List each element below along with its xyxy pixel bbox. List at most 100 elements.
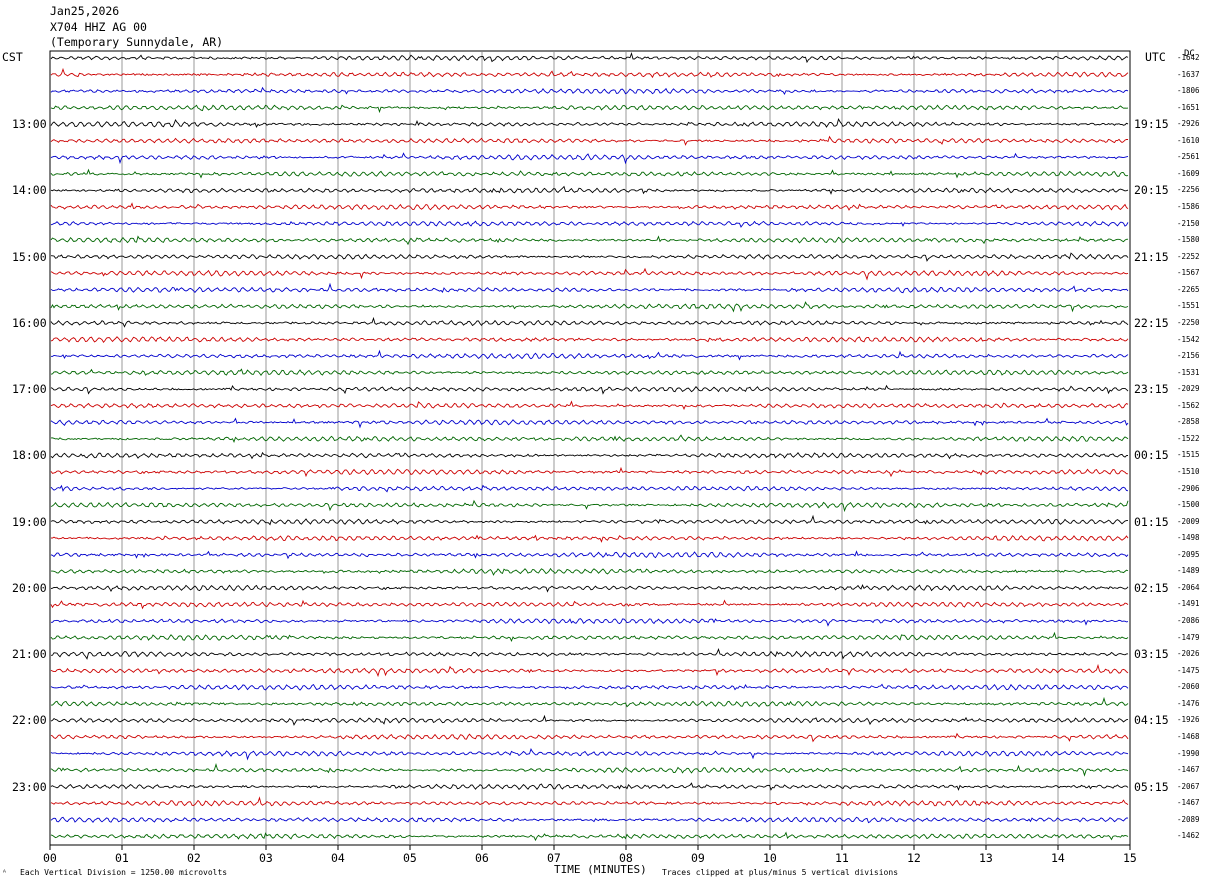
right-hour-label: 04:15 bbox=[1134, 713, 1169, 728]
trace-line bbox=[50, 336, 1129, 343]
plot-frame bbox=[49, 50, 1131, 846]
corner-mark: ᴬ bbox=[2, 868, 7, 877]
left-hour-label: 22:00 bbox=[12, 713, 47, 728]
dc-offset-label: -1551 bbox=[1177, 301, 1200, 311]
right-hour-label: 21:15 bbox=[1134, 249, 1169, 264]
x-tick-label: 00 bbox=[43, 851, 57, 865]
dc-offset-label: -1542 bbox=[1177, 334, 1200, 344]
x-tick-label: 02 bbox=[187, 851, 201, 865]
trace-line bbox=[50, 763, 1129, 777]
trace-line bbox=[50, 816, 1129, 824]
dc-offset-label: -2086 bbox=[1177, 616, 1200, 626]
dc-offset-label: -2095 bbox=[1177, 549, 1200, 559]
dc-offset-label: -1531 bbox=[1177, 367, 1200, 377]
x-tick-label: 12 bbox=[907, 851, 921, 865]
dc-offset-label: -1609 bbox=[1177, 168, 1200, 178]
trace-line bbox=[50, 663, 1129, 678]
dc-offset-label: -2252 bbox=[1177, 251, 1200, 261]
trace-line bbox=[50, 683, 1129, 691]
dc-offset-label: -1510 bbox=[1177, 467, 1200, 476]
x-tick-label: 08 bbox=[619, 851, 633, 865]
dc-offset-label: -2256 bbox=[1177, 185, 1200, 195]
dc-offset-label: -1468 bbox=[1177, 731, 1200, 741]
x-tick-label: 03 bbox=[259, 851, 273, 865]
x-tick-label: 10 bbox=[763, 851, 777, 865]
trace-line bbox=[50, 67, 1129, 79]
dc-offset-label: -1498 bbox=[1177, 533, 1200, 543]
x-axis-label: TIME (MINUTES) bbox=[554, 863, 647, 876]
trace-line bbox=[50, 618, 1129, 627]
dc-offset-label: -2029 bbox=[1177, 384, 1200, 394]
trace-line bbox=[50, 185, 1129, 195]
left-hour-label: 16:00 bbox=[12, 315, 47, 330]
x-tick-label: 13 bbox=[979, 851, 993, 865]
dc-offset-label: -1562 bbox=[1177, 400, 1200, 410]
dc-offset-label: -1806 bbox=[1177, 86, 1200, 96]
dc-offset-label: -1637 bbox=[1177, 69, 1200, 79]
dc-offset-label: -1489 bbox=[1177, 566, 1200, 576]
x-tick-label: 06 bbox=[475, 851, 489, 865]
dc-offset-label: -2067 bbox=[1177, 781, 1200, 791]
trace-line bbox=[50, 135, 1129, 146]
dc-offset-label: -2250 bbox=[1177, 317, 1200, 327]
x-tick-label: 07 bbox=[547, 851, 561, 865]
dc-offset-label: -1580 bbox=[1177, 235, 1200, 245]
trace-line bbox=[50, 434, 1129, 443]
x-tick-label: 11 bbox=[835, 851, 849, 865]
trace-line bbox=[50, 282, 1129, 294]
dc-offset-label: -1491 bbox=[1177, 599, 1200, 609]
right-hour-label: 19:15 bbox=[1134, 117, 1169, 132]
trace-line bbox=[50, 696, 1129, 708]
trace-line bbox=[50, 86, 1129, 96]
left-hour-label: 17:00 bbox=[12, 382, 47, 397]
trace-line bbox=[50, 732, 1129, 743]
trace-line bbox=[50, 631, 1129, 643]
left-hour-label: 13:00 bbox=[12, 117, 47, 132]
trace-line bbox=[50, 220, 1129, 228]
left-timezone-label: CST bbox=[2, 50, 23, 64]
left-hour-label: 18:00 bbox=[12, 448, 47, 463]
trace-line bbox=[50, 599, 1129, 610]
trace-line bbox=[50, 118, 1129, 129]
left-hour-label: 19:00 bbox=[12, 514, 47, 529]
dc-offset-label: -1610 bbox=[1177, 135, 1200, 145]
trace-line bbox=[50, 384, 1129, 395]
x-tick-label: 04 bbox=[331, 851, 345, 865]
trace-line bbox=[50, 484, 1129, 493]
trace-line bbox=[50, 567, 1129, 576]
trace-line bbox=[50, 466, 1129, 478]
dc-offset-label: -2926 bbox=[1177, 119, 1200, 129]
dc-offset-label: -1522 bbox=[1177, 433, 1200, 443]
header-station: X704 HHZ AG 00 bbox=[50, 19, 147, 34]
dc-offset-label: -1476 bbox=[1177, 698, 1200, 708]
dc-offset-label: -1567 bbox=[1177, 268, 1200, 278]
trace-line bbox=[50, 584, 1129, 593]
right-hour-label: 01:15 bbox=[1134, 514, 1169, 529]
header-date: Jan25,2026 bbox=[50, 4, 120, 18]
trace-line bbox=[50, 550, 1129, 560]
x-tick-label: 09 bbox=[691, 851, 705, 865]
dc-label: DC bbox=[1184, 49, 1195, 59]
trace-line bbox=[50, 316, 1129, 328]
dc-offset-label: -2156 bbox=[1177, 351, 1200, 361]
dc-offset-label: -1651 bbox=[1177, 102, 1200, 112]
dc-offset-label: -1467 bbox=[1177, 765, 1200, 775]
dc-offset-label: -2561 bbox=[1177, 152, 1200, 162]
dc-offset-label: -2150 bbox=[1177, 218, 1200, 228]
x-tick-label: 15 bbox=[1123, 851, 1137, 865]
trace-line bbox=[50, 417, 1129, 429]
right-hour-label: 20:15 bbox=[1134, 183, 1169, 198]
right-hour-label: 03:15 bbox=[1134, 647, 1169, 662]
left-hour-label: 15:00 bbox=[12, 249, 47, 264]
grid bbox=[49, 50, 1131, 850]
trace-line bbox=[50, 499, 1129, 513]
trace-line bbox=[50, 514, 1129, 526]
dc-offset-label: -2858 bbox=[1177, 417, 1200, 427]
dc-offset-label: -1475 bbox=[1177, 665, 1200, 675]
trace-line bbox=[50, 648, 1129, 660]
dc-offset-label: -2089 bbox=[1177, 814, 1200, 824]
dc-offset-label: -1515 bbox=[1177, 450, 1200, 460]
scale-note: Each Vertical Division = 1250.00 microvo… bbox=[20, 868, 228, 877]
right-hour-label: 22:15 bbox=[1134, 315, 1169, 330]
